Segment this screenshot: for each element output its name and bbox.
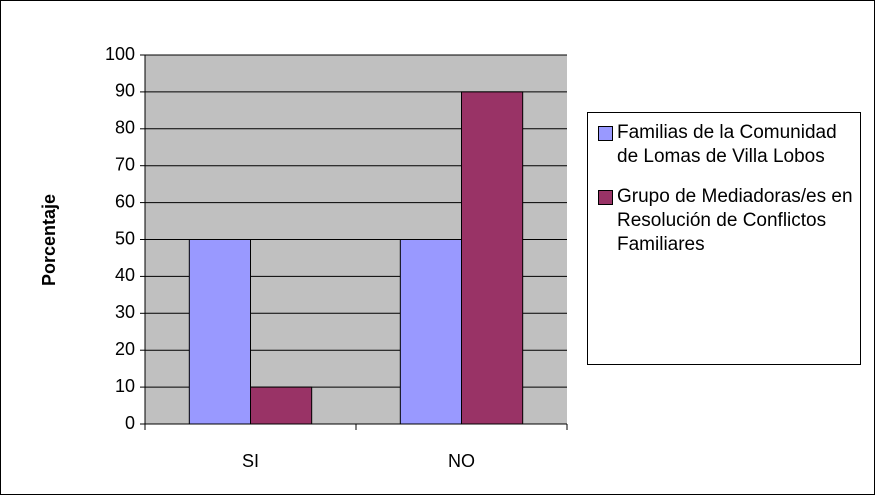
y-tick-label: 0 <box>125 413 135 433</box>
y-tick-label: 70 <box>115 154 135 174</box>
legend-entry: Familias de la Comunidad de Lomas de Vil… <box>598 121 856 169</box>
legend-swatch <box>598 190 613 205</box>
legend: Familias de la Comunidad de Lomas de Vil… <box>587 112 861 365</box>
y-tick-label: 100 <box>105 44 135 64</box>
y-tick-label: 30 <box>115 302 135 322</box>
y-tick-label: 80 <box>115 118 135 138</box>
legend-label: Familias de la Comunidad de Lomas de Vil… <box>617 122 837 167</box>
y-tick-label: 50 <box>115 228 135 248</box>
y-tick-label: 60 <box>115 191 135 211</box>
legend-entry: Grupo de Mediadoras/es en Resolución de … <box>598 185 856 257</box>
bar <box>250 386 313 425</box>
bar <box>399 239 462 425</box>
x-tick-label: SI <box>242 451 259 471</box>
y-axis-label: Porcentaje <box>39 194 59 286</box>
y-tick-label: 40 <box>115 265 135 285</box>
x-tick-label: NO <box>448 451 475 471</box>
legend-label: Grupo de Mediadoras/es en Resolución de … <box>617 186 853 255</box>
bar <box>461 91 524 425</box>
legend-swatch <box>598 126 613 141</box>
y-tick-label: 90 <box>115 81 135 101</box>
y-tick-label: 20 <box>115 339 135 359</box>
y-tick-label: 10 <box>115 376 135 396</box>
bar <box>188 239 251 425</box>
